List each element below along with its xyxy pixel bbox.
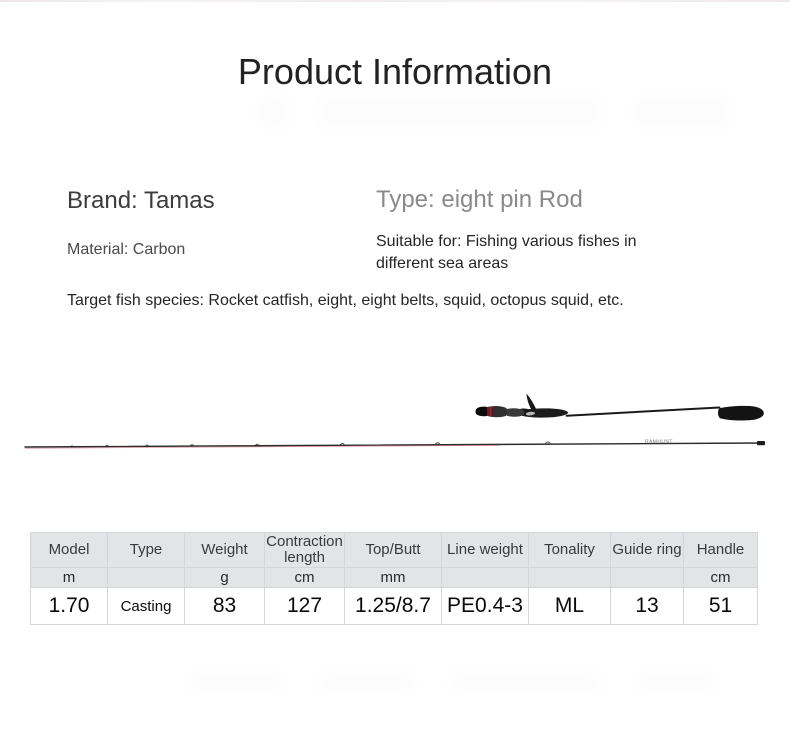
svg-text:RAMHUNT: RAMHUNT xyxy=(645,439,673,445)
